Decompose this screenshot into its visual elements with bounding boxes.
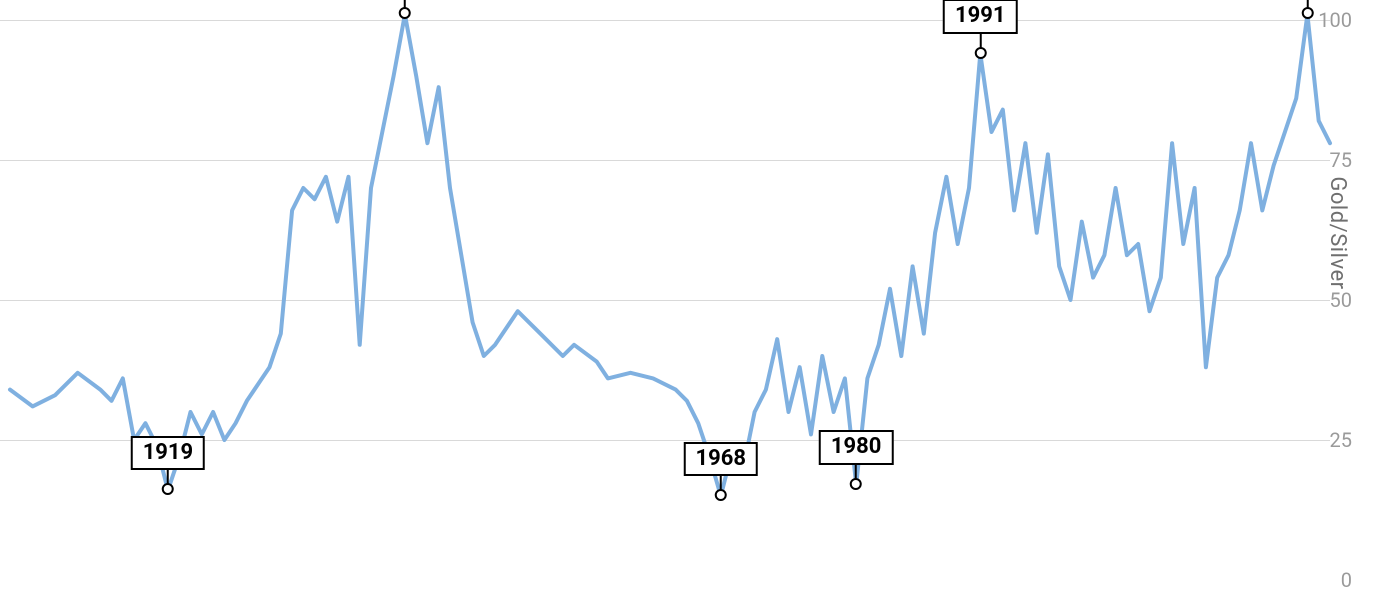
callout-marker xyxy=(850,478,862,490)
callout-label: 1980 xyxy=(819,430,894,464)
callout-marker xyxy=(399,7,411,19)
line-plot xyxy=(0,0,1400,600)
callout-label: 1968 xyxy=(684,442,759,476)
callout-1940: 1940 xyxy=(368,0,443,18)
callout-marker xyxy=(162,483,174,495)
callout-label: 1991 xyxy=(943,0,1018,34)
callout-label: 1919 xyxy=(131,436,206,470)
callout-marker xyxy=(715,489,727,501)
callout-marker xyxy=(1301,7,1313,19)
gold-silver-ratio-chart: 0255075100Gold/Silver1919194019681980199… xyxy=(0,0,1400,600)
callout-stem xyxy=(855,465,857,479)
callout-stem xyxy=(167,470,169,484)
callout-2020: 2020 xyxy=(1270,0,1345,18)
callout-1919: 1919 xyxy=(131,436,206,494)
callout-marker xyxy=(974,47,986,59)
callout-stem xyxy=(979,34,981,48)
callout-1968: 1968 xyxy=(684,442,759,500)
callout-1980: 1980 xyxy=(819,430,894,488)
gold-silver-series xyxy=(10,14,1330,496)
callout-1991: 1991 xyxy=(943,0,1018,58)
callout-stem xyxy=(720,476,722,490)
